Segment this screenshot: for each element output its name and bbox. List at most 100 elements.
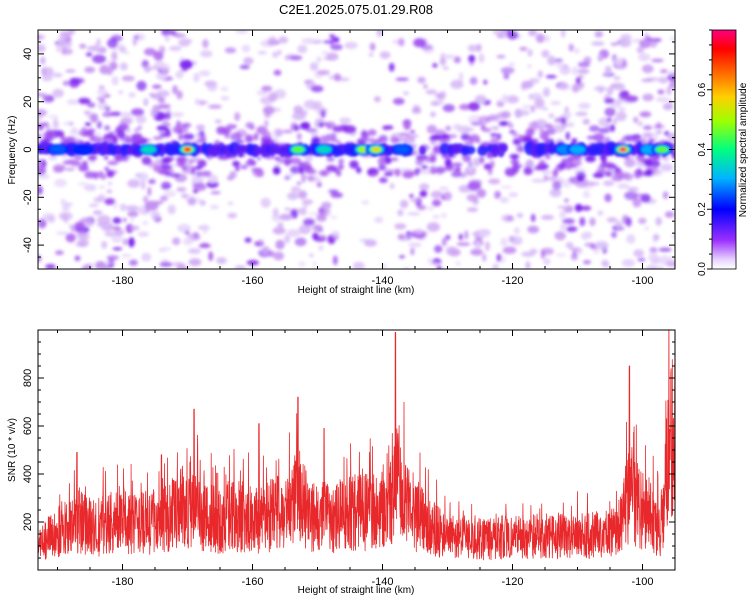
spectrogram-noise-blob bbox=[104, 155, 109, 160]
spectrogram-noise-blob bbox=[141, 252, 152, 262]
spectrogram-noise-blob bbox=[297, 44, 308, 54]
spectrogram-noise-blob bbox=[512, 163, 520, 172]
spectrogram-noise-blob bbox=[445, 234, 451, 240]
spectrogram-noise-blob bbox=[390, 157, 399, 162]
spectrogram-noise-blob bbox=[295, 105, 301, 111]
spectrogram-noise-blob bbox=[258, 239, 264, 244]
colorbar-tick-label: 0.0 bbox=[697, 262, 708, 276]
spectrogram-noise-blob bbox=[199, 200, 206, 206]
spectrogram-noise-blob bbox=[234, 112, 241, 122]
spectrogram-noise-blob bbox=[451, 171, 462, 178]
spectrogram-noise-blob bbox=[664, 211, 675, 218]
spectrogram-noise-blob bbox=[122, 238, 128, 246]
spectrogram-noise-blob bbox=[626, 234, 636, 244]
spectrogram-noise-blob bbox=[271, 215, 282, 222]
spectrogram-noise-blob bbox=[633, 169, 642, 179]
spectrogram-noise-blob bbox=[540, 214, 555, 220]
spectrogram-noise-blob bbox=[84, 66, 96, 74]
spectrogram-noise-blob bbox=[318, 169, 331, 177]
spectrogram-band-segment bbox=[491, 143, 500, 158]
colorbar-label: Normalized spectral amplitude bbox=[738, 82, 749, 217]
spectrogram-noise-blob bbox=[150, 210, 161, 220]
spectrogram-noise-blob bbox=[562, 218, 575, 225]
spectrogram-noise-blob bbox=[582, 190, 591, 199]
spectrogram-noise-blob bbox=[45, 125, 51, 130]
spectrogram-noise-blob bbox=[564, 198, 569, 203]
spectrogram-noise-blob bbox=[459, 103, 472, 111]
spectrogram-noise-blob bbox=[577, 68, 590, 75]
spectrogram-noise-blob bbox=[144, 65, 151, 73]
spectrogram-noise-blob bbox=[151, 94, 160, 98]
spectrogram-noise-blob bbox=[81, 264, 93, 269]
spectrogram-noise-blob bbox=[509, 154, 520, 159]
spectrogram-noise-blob bbox=[489, 160, 495, 168]
spectrogram-noise-blob bbox=[158, 103, 171, 110]
spectrogram-noise-blob bbox=[527, 48, 533, 57]
spectrogram-noise-blob bbox=[541, 170, 554, 175]
spectrogram-noise-blob bbox=[277, 222, 284, 229]
spectrogram-noise-blob bbox=[394, 223, 407, 230]
spectrogram-noise-blob bbox=[318, 245, 324, 251]
spectrogram-noise-blob bbox=[540, 249, 546, 259]
spectrogram-noise-blob bbox=[565, 226, 578, 233]
spectrogram-noise-blob bbox=[294, 237, 307, 247]
spectrogram-noise-blob bbox=[523, 167, 534, 176]
spectrogram-noise-blob bbox=[441, 54, 456, 60]
spectrogram-noise-blob bbox=[272, 51, 279, 58]
spectrogram-noise-blob bbox=[657, 89, 665, 95]
spectrogram-noise-blob bbox=[178, 134, 183, 141]
spectrogram-noise-blob bbox=[619, 38, 632, 48]
spectrogram-noise-blob bbox=[352, 261, 365, 269]
spectrogram-noise-blob bbox=[377, 157, 386, 166]
spectrogram-noise-blob bbox=[585, 155, 596, 163]
spectrogram-noise-blob bbox=[394, 168, 401, 177]
spectrogram-noise-blob bbox=[549, 188, 562, 198]
spectrogram-noise-blob bbox=[117, 123, 129, 131]
x-tick-label: -120 bbox=[501, 576, 523, 588]
spectrogram-noise-blob bbox=[106, 255, 119, 261]
spectrogram-noise-blob bbox=[125, 135, 131, 140]
spectrogram-noise-blob bbox=[543, 174, 548, 182]
spectrogram-noise-blob bbox=[313, 224, 323, 232]
spectrogram-noise-blob bbox=[298, 190, 308, 200]
y-tick-label: 400 bbox=[22, 465, 34, 483]
spectrogram-noise-blob bbox=[68, 30, 76, 35]
spectrogram-noise-blob bbox=[210, 190, 221, 195]
spectrogram-noise-blob bbox=[442, 66, 449, 70]
spectrogram-band bbox=[38, 141, 674, 158]
spectrogram-noise-blob bbox=[45, 264, 56, 269]
spectrogram-noise-blob bbox=[230, 132, 242, 142]
spectrogram-noise-blob bbox=[236, 139, 245, 144]
spectrogram-noise-blob bbox=[200, 50, 213, 58]
spectrogram-noise-blob bbox=[407, 212, 421, 216]
spectrogram-noise-blob bbox=[106, 60, 112, 67]
spectrogram-noise-blob bbox=[625, 217, 632, 227]
spectrogram-noise-blob bbox=[188, 258, 202, 267]
spectrogram-noise-blob bbox=[550, 101, 561, 105]
spectrogram-noise-blob bbox=[234, 265, 247, 269]
spectrogram-noise-blob bbox=[453, 168, 458, 173]
spectrogram-noise-blob bbox=[104, 166, 109, 172]
spectrogram-noise-blob bbox=[642, 132, 654, 138]
spectrogram-noise-blob bbox=[516, 109, 530, 116]
spectrogram-noise-blob bbox=[181, 193, 189, 199]
spectrogram-noise-blob bbox=[542, 107, 549, 111]
spectrogram-noise-blob bbox=[177, 130, 183, 135]
spectrogram-noise-blob bbox=[169, 45, 182, 52]
spectrogram-noise-blob bbox=[321, 201, 332, 210]
spectrogram-noise-blob bbox=[575, 171, 586, 180]
spectrogram-noise-blob bbox=[427, 257, 433, 263]
spectrogram-noise-blob bbox=[98, 85, 105, 90]
spectrogram-noise-blob bbox=[272, 229, 285, 233]
spectrogram-noise-blob bbox=[662, 103, 674, 111]
spectrogram-noise-blob bbox=[658, 247, 672, 252]
colorbar-tick-label: 0.6 bbox=[697, 82, 708, 96]
spectrogram-noise-blob bbox=[196, 124, 205, 131]
spectrogram-noise-blob bbox=[453, 123, 462, 131]
spectrogram-noise-blob bbox=[104, 125, 110, 131]
spectrogram-noise-blob bbox=[312, 232, 319, 241]
spectrogram-noise-blob bbox=[207, 83, 218, 92]
spectrogram-noise-blob bbox=[367, 129, 377, 136]
spectrogram-noise-blob bbox=[521, 251, 535, 257]
x-tick-label: -180 bbox=[111, 576, 133, 588]
